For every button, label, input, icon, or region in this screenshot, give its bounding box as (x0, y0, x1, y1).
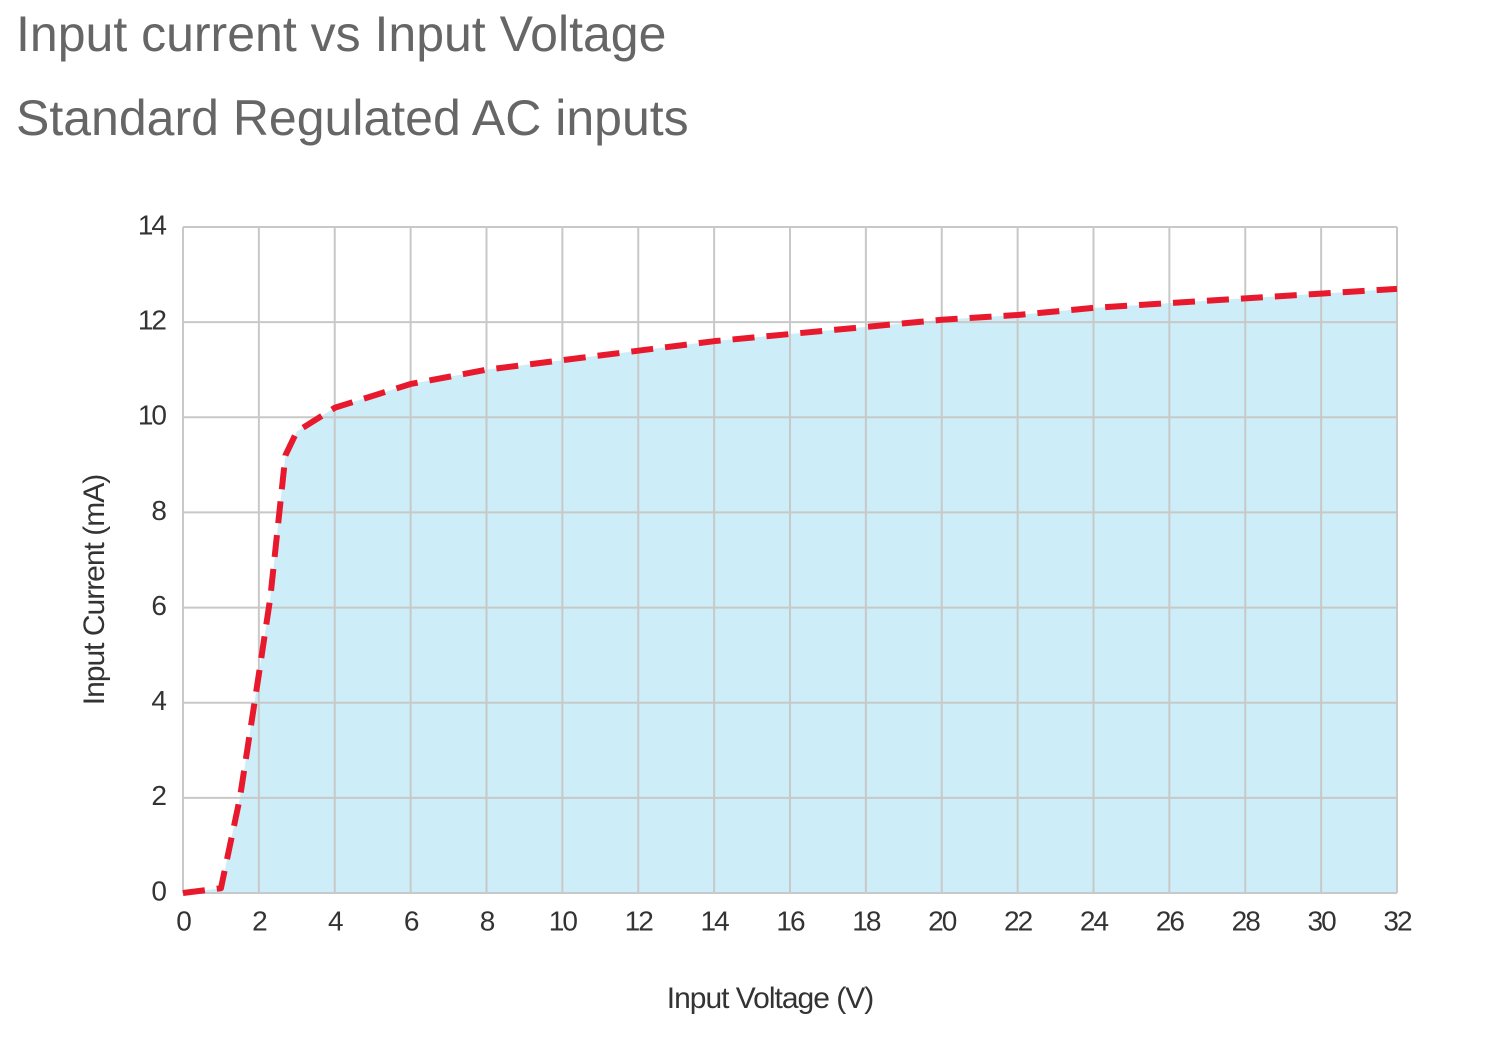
chart-title: Input current vs Input Voltage (16, 6, 666, 62)
x-tick-label: 32 (1383, 905, 1412, 936)
x-tick-label: 24 (1080, 905, 1109, 936)
x-tick-label: 10 (549, 905, 578, 936)
x-tick-label: 16 (776, 905, 805, 936)
x-tick-label: 30 (1308, 905, 1337, 936)
data-line (182, 285, 1398, 896)
y-axis-label: Input Current (mA) (78, 475, 111, 705)
y-tick-label: 4 (151, 685, 166, 716)
y-tick-label: 12 (138, 305, 167, 336)
y-tick-label: 6 (151, 590, 166, 621)
x-tick-label: 28 (1232, 905, 1261, 936)
chart-subtitle: Standard Regulated AC inputs (16, 90, 689, 146)
x-tick-label: 12 (625, 905, 654, 936)
x-tick-label: 20 (928, 905, 957, 936)
y-tick-label: 8 (151, 495, 166, 526)
x-tick-label: 4 (328, 905, 343, 936)
x-tick-label: 14 (701, 905, 730, 936)
y-tick-label: 0 (151, 875, 166, 906)
x-tick-label: 0 (176, 905, 191, 936)
x-tick-label: 8 (480, 905, 495, 936)
x-tick-label: 26 (1156, 905, 1185, 936)
x-axis-label: Input Voltage (V) (667, 982, 873, 1015)
y-tick-label: 14 (138, 209, 167, 240)
x-tick-label: 6 (404, 905, 419, 936)
x-tick-label: 22 (1004, 905, 1033, 936)
x-tick-label: 2 (252, 905, 267, 936)
y-tick-label: 2 (151, 780, 166, 811)
y-tick-label: 10 (138, 400, 167, 431)
x-tick-label: 18 (852, 905, 881, 936)
